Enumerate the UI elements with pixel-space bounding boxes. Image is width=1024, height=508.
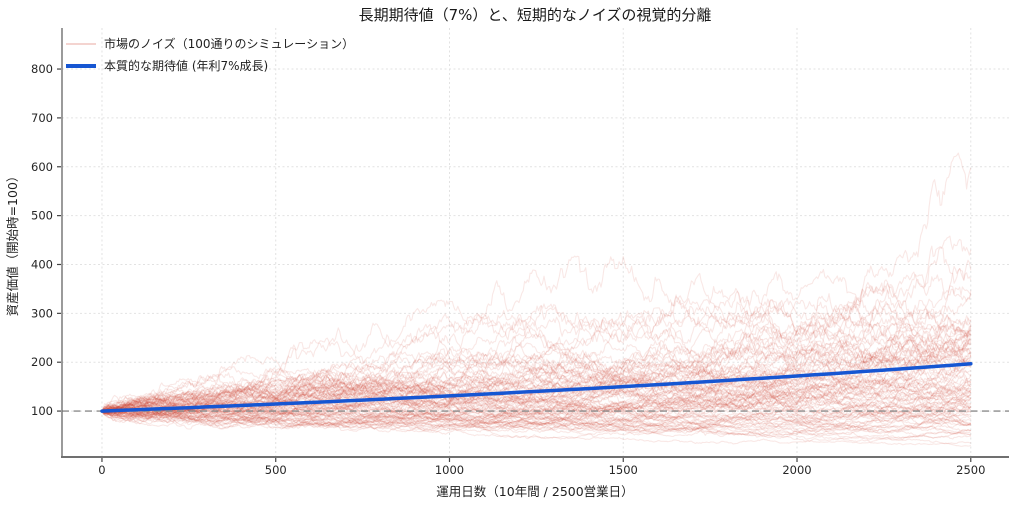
y-tick-label: 700 (31, 111, 53, 125)
simulation-path (101, 378, 971, 430)
simulation-path (101, 376, 972, 421)
axis-ticks: 0 500 1000 1500 2000 2500 100 200 300 400 500 600 70… (31, 62, 985, 477)
y-tick-label: 200 (31, 355, 53, 369)
simulation-path (101, 317, 972, 415)
y-tick-label: 100 (31, 404, 53, 418)
simulation-path (101, 379, 971, 423)
axes-spines (61, 28, 1009, 458)
simulation-path (101, 323, 972, 419)
simulation-path (101, 324, 972, 426)
y-tick-label: 500 (31, 209, 53, 223)
y-tick-label: 800 (31, 62, 53, 76)
simulation-path (101, 325, 972, 415)
simulation-path (101, 364, 972, 417)
simulation-path (102, 397, 972, 435)
simulation-path (101, 327, 972, 412)
simulation-path (102, 405, 972, 436)
simulation-path (101, 359, 972, 413)
simulation-path (101, 255, 971, 412)
simulation-path (101, 272, 972, 413)
simulation-path (101, 380, 972, 419)
x-tick-label: 1000 (435, 463, 464, 477)
simulation-path (101, 332, 972, 412)
simulation-path (101, 314, 972, 423)
simulation-path (101, 398, 971, 426)
simulation-path (101, 400, 972, 440)
simulation-path (101, 404, 972, 443)
simulation-path (101, 400, 972, 434)
simulation-path (101, 290, 972, 419)
simulation-path (101, 386, 972, 427)
legend-expected-label: 本質的な期待値 (年利7%成長) (104, 58, 268, 73)
simulation-path (101, 399, 971, 430)
simulation-path (101, 401, 971, 434)
simulation-path (101, 368, 972, 422)
simulation-path (101, 374, 971, 421)
simulation-path (101, 374, 971, 432)
legend-noise-label: 市場のノイズ（100通りのシミュレーション） (104, 36, 354, 51)
simulation-path (101, 290, 971, 418)
legend: 市場のノイズ（100通りのシミュレーション） 本質的な期待値 (年利7%成長) (66, 36, 354, 73)
simulation-path (101, 340, 972, 415)
simulation-path (101, 399, 971, 432)
x-axis-label: 運用日数（10年間 / 2500営業日） (436, 484, 633, 499)
simulation-path (101, 351, 971, 423)
simulation-path (101, 338, 972, 412)
simulation-path (101, 382, 972, 422)
simulation-path (101, 405, 972, 447)
simulation-path (101, 305, 971, 415)
simulation-path (101, 289, 972, 412)
simulation-path (102, 337, 972, 422)
y-tick-label: 300 (31, 306, 53, 320)
y-tick-label: 400 (31, 257, 53, 271)
expected-value-group (100, 362, 973, 413)
simulation-path (101, 393, 972, 438)
simulation-path (101, 354, 972, 420)
simulation-path (101, 370, 971, 427)
simulation-path (101, 401, 972, 436)
x-tick-label: 2500 (956, 463, 985, 477)
simulation-path (101, 406, 971, 432)
simulation-path (101, 347, 972, 412)
simulation-path (101, 377, 972, 430)
x-tick-label: 1500 (609, 463, 638, 477)
simulation-path (101, 396, 972, 428)
simulation-path (101, 297, 971, 412)
expected-value-line (100, 362, 973, 413)
simulation-path (101, 354, 972, 420)
simulation-path (101, 370, 971, 427)
noise-paths (101, 152, 972, 447)
simulation-path (101, 386, 971, 423)
simulation-path (101, 373, 972, 427)
simulation-path (101, 362, 971, 424)
chart-title: 長期期待値（7%）と、短期的なノイズの視覚的分離 (359, 6, 712, 24)
y-axis-label: 資産価値（開始時=100） (5, 170, 20, 317)
simulation-path (101, 235, 972, 415)
simulation-path (101, 396, 972, 433)
simulation-path (101, 337, 972, 421)
simulation-path (101, 394, 972, 437)
simulation-path (101, 404, 971, 434)
simulation-path (101, 404, 971, 445)
simulation-path (101, 390, 971, 432)
x-tick-label: 0 (98, 463, 105, 477)
simulation-path (101, 316, 971, 421)
x-tick-label: 500 (265, 463, 287, 477)
simulation-path (101, 297, 972, 415)
simulation-path (101, 401, 971, 440)
x-tick-label: 2000 (782, 463, 811, 477)
simulation-path (101, 401, 971, 432)
simulation-path (101, 344, 972, 414)
y-tick-label: 600 (31, 160, 53, 174)
simulation-path (101, 377, 971, 423)
